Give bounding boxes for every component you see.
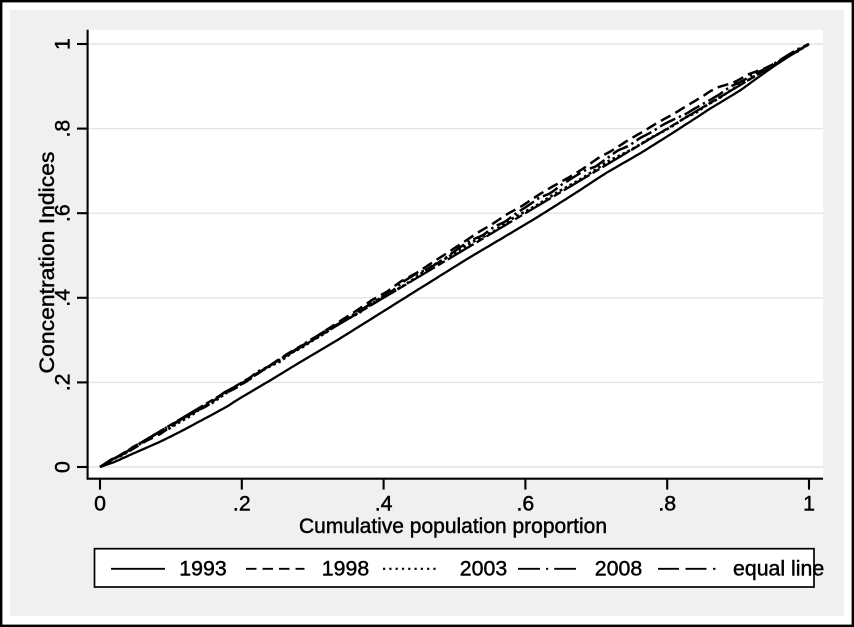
svg-text:equal line: equal line: [733, 557, 824, 581]
svg-text:1: 1: [51, 38, 75, 50]
svg-text:Cumulative population proporti: Cumulative population proportion: [299, 514, 607, 538]
svg-text:.8: .8: [51, 120, 75, 138]
svg-text:.2: .2: [51, 374, 75, 392]
svg-text:.6: .6: [517, 492, 535, 516]
svg-text:.8: .8: [658, 492, 676, 516]
svg-text:2003: 2003: [460, 557, 507, 581]
svg-text:.4: .4: [375, 492, 393, 516]
svg-text:1: 1: [803, 492, 815, 516]
svg-text:Concentration Indices: Concentration Indices: [36, 152, 59, 374]
svg-text:1993: 1993: [179, 557, 226, 581]
svg-text:1998: 1998: [322, 557, 369, 581]
svg-text:.4: .4: [51, 289, 75, 307]
svg-text:.2: .2: [233, 492, 251, 516]
svg-text:0: 0: [94, 492, 106, 516]
svg-text:.6: .6: [51, 204, 75, 222]
svg-text:2008: 2008: [595, 557, 642, 581]
svg-text:0: 0: [51, 461, 75, 473]
